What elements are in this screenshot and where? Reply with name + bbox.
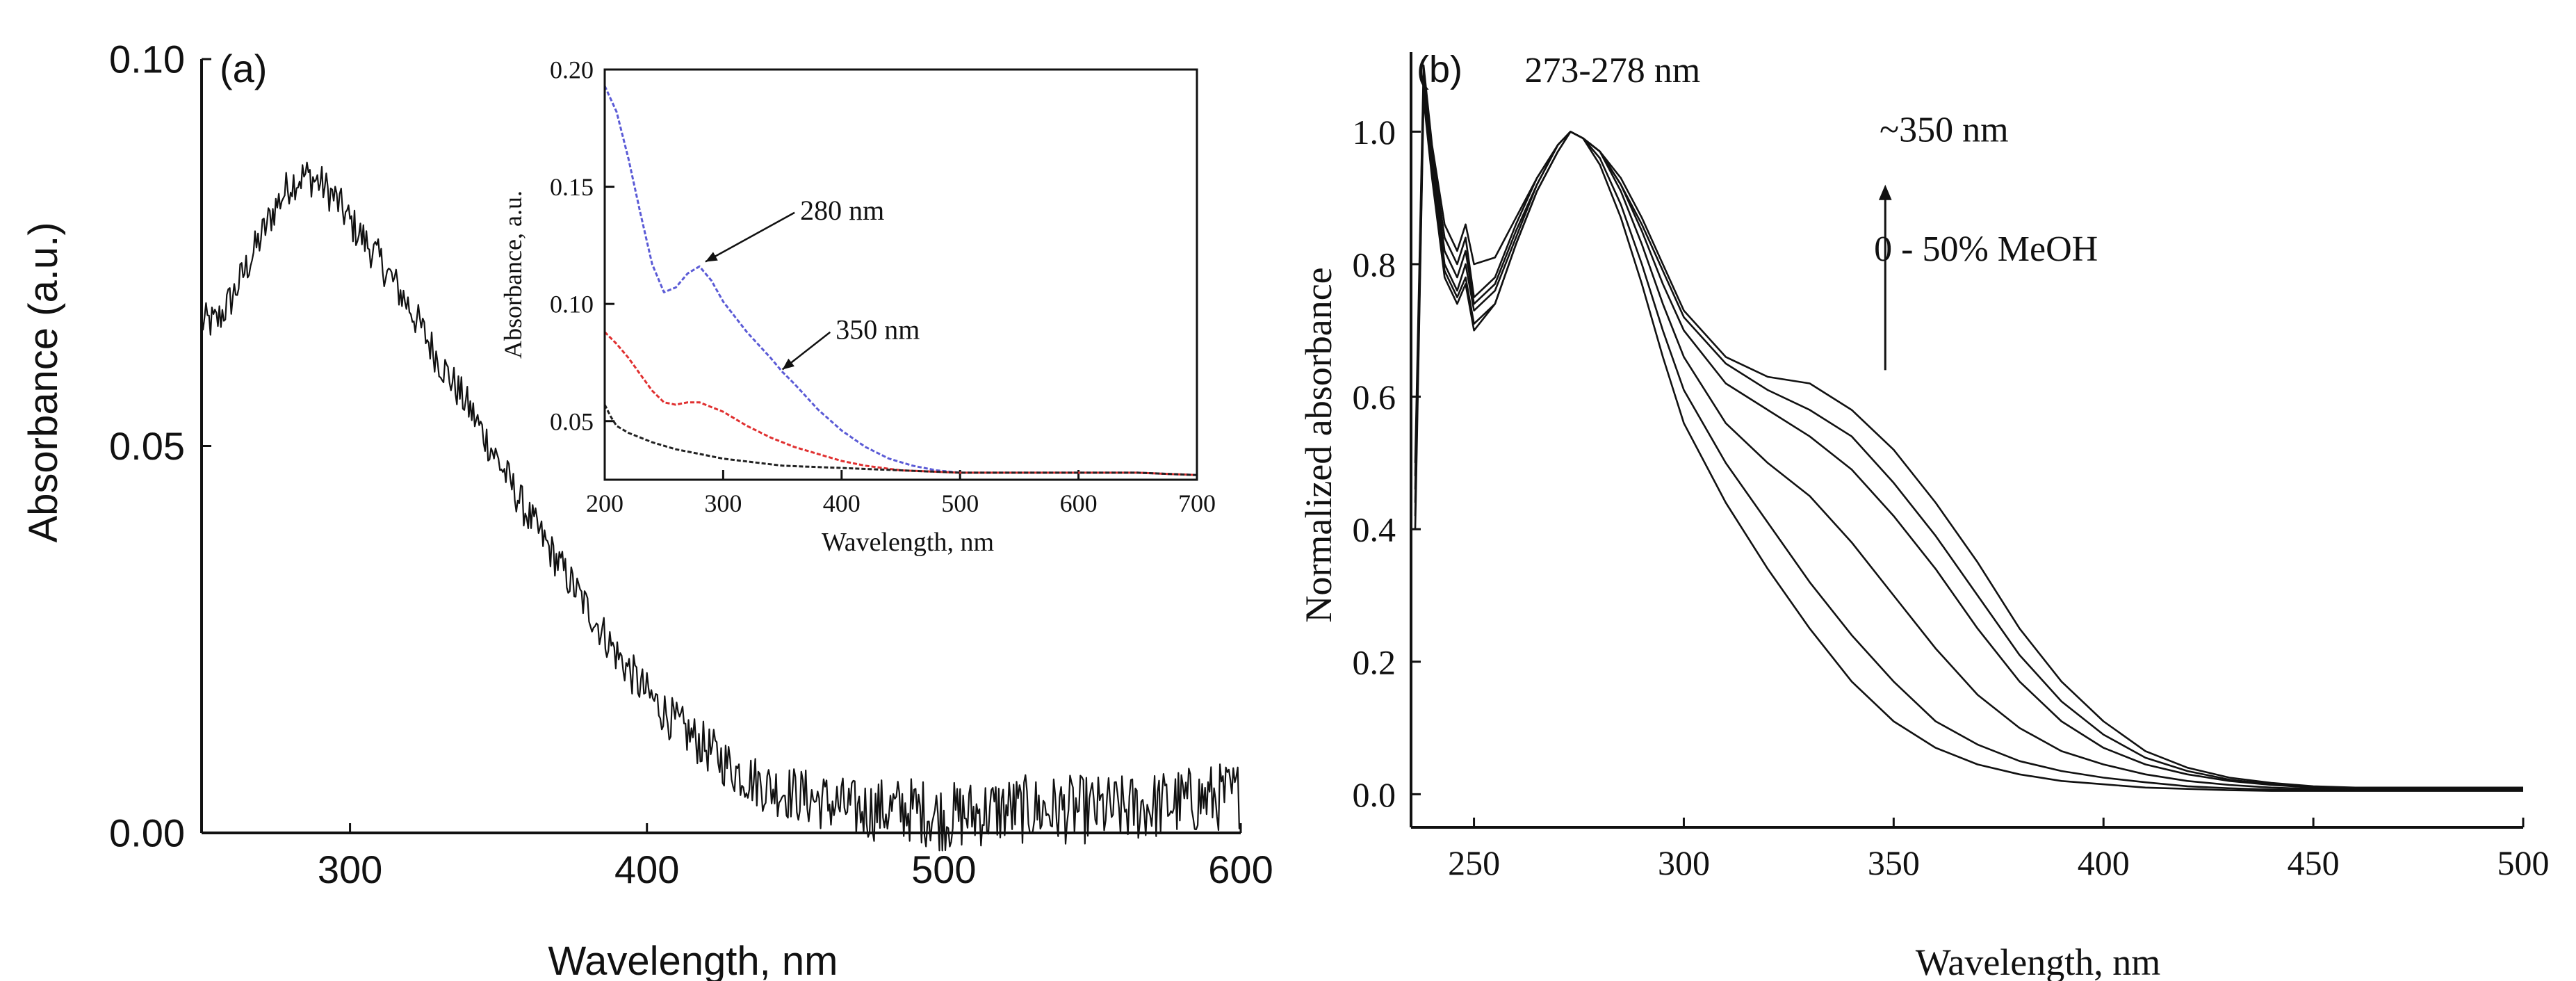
- inset-ytick-label: 0.10: [550, 291, 594, 318]
- panel-b-ylabel: Normalized absorbance: [1298, 267, 1339, 622]
- inset-axes: [603, 68, 1198, 481]
- panel-b-series-0: [1414, 97, 2523, 792]
- panel-b-ytick-label: 0.6: [1353, 378, 1396, 416]
- panel-b-series-4: [1414, 71, 2523, 790]
- panel-a-xlabel: Wavelength, nm: [548, 939, 838, 981]
- panel-b-xtick-label: 300: [1658, 843, 1710, 882]
- inset-annotation-label: 350 nm: [835, 314, 920, 346]
- panel-b-xtick-label: 400: [2078, 843, 2130, 882]
- panel-b-series-2: [1414, 84, 2523, 791]
- inset-xtick-label: 300: [704, 489, 742, 517]
- inset-ylabel-group: Absorbance, a.u.: [499, 190, 527, 359]
- panel-b: Normalized absorbance Wavelength, nm (b)…: [1298, 49, 2550, 981]
- panel-b-series-5: [1414, 64, 2523, 789]
- panel-a: Absorbance (a.u.) Wavelength, nm (a) 300…: [21, 38, 1273, 981]
- inset-xtick-label: 700: [1178, 489, 1216, 517]
- panel-b-axes: [1410, 52, 2523, 829]
- panel-a-ylabel-group: Absorbance (a.u.): [21, 222, 66, 542]
- panel-b-ylabel-group: Normalized absorbance: [1298, 267, 1339, 622]
- panel-b-xlabel: Wavelength, nm: [1916, 941, 2161, 981]
- panel-a-series: [200, 161, 1241, 852]
- inset-ticks: 200 300 400 500 600 700 0.05 0.10 0.15 0.20: [550, 56, 1216, 517]
- panel-a-ytick-label: 0.10: [109, 38, 185, 81]
- inset-ytick-label: 0.20: [550, 56, 594, 84]
- panel-b-series-1: [1414, 90, 2523, 791]
- panel-b-ticks: 250 300 350 400 450 500 0.0 0.2 0.4 0.6 0.8 1.0: [1353, 113, 2550, 882]
- panel-b-ytick-label: 0.0: [1353, 775, 1396, 814]
- inset-annotation-arrow: [705, 211, 795, 263]
- inset-series: [603, 85, 1198, 476]
- panel-a-xtick-label: 300: [318, 848, 382, 891]
- inset-xtick-label: 200: [586, 489, 623, 517]
- panel-a-xtick-label: 400: [614, 848, 679, 891]
- panel-b-ytick-label: 0.2: [1353, 642, 1396, 681]
- panel-a-axes: [200, 59, 1241, 834]
- inset-background: [599, 64, 1203, 478]
- inset-annotation-arrowhead: [782, 358, 794, 370]
- inset-annotations: 280 nm 350 nm: [705, 195, 920, 371]
- inset-annotation-label: 280 nm: [800, 195, 884, 226]
- panel-b-annotation: ~350 nm: [1880, 111, 2009, 150]
- inset-ytick-label: 0.15: [550, 173, 594, 201]
- panel-b-xtick-label: 450: [2288, 843, 2340, 882]
- panel-b-annotation: 0 - 50% MeOH: [1874, 229, 2098, 269]
- panel-b-trend-arrowhead: [1878, 184, 1892, 200]
- inset-xtick-label: 500: [941, 489, 979, 517]
- panel-a-xtick-label: 600: [1208, 848, 1273, 891]
- panel-b-annotation: 273-278 nm: [1524, 51, 1700, 90]
- panel-b-xtick-label: 350: [1868, 843, 1920, 882]
- inset-xtick-label: 400: [823, 489, 861, 517]
- panel-a-ticks: 300 400 500 600 0.00 0.05 0.10: [109, 38, 1273, 891]
- panel-b-ytick-label: 0.4: [1353, 510, 1396, 549]
- panel-b-series: [1414, 64, 2523, 792]
- inset-series-2: [603, 404, 1198, 476]
- inset-annotation-arrowhead: [705, 252, 718, 262]
- panel-a-label: (a): [220, 47, 267, 90]
- panel-a-ytick-label: 0.00: [109, 811, 185, 855]
- panel-a-series-0: [200, 161, 1241, 852]
- inset-series-1: [603, 331, 1198, 476]
- inset-xtick-label: 600: [1060, 489, 1098, 517]
- panel-b-ytick-label: 1.0: [1353, 113, 1396, 152]
- inset-frame: [603, 68, 1198, 481]
- inset-xlabel: Wavelength, nm: [822, 528, 994, 557]
- panel-a-xtick-label: 500: [911, 848, 976, 891]
- inset: Absorbance, a.u. Wavelength, nm 200 300 40…: [499, 56, 1216, 557]
- panel-b-ytick-label: 0.8: [1353, 245, 1396, 284]
- inset-ylabel: Absorbance, a.u.: [499, 190, 527, 359]
- panel-b-annotations: 273-278 nm ~350 nm 0 - 50% MeOH: [1524, 51, 2098, 371]
- panel-b-xtick-label: 250: [1448, 843, 1500, 882]
- panel-a-ytick-label: 0.05: [109, 424, 185, 468]
- panel-b-xtick-label: 500: [2497, 843, 2550, 882]
- inset-ytick-label: 0.05: [550, 407, 594, 435]
- panel-b-series-3: [1414, 77, 2523, 790]
- panel-a-ylabel: Absorbance (a.u.): [21, 222, 66, 542]
